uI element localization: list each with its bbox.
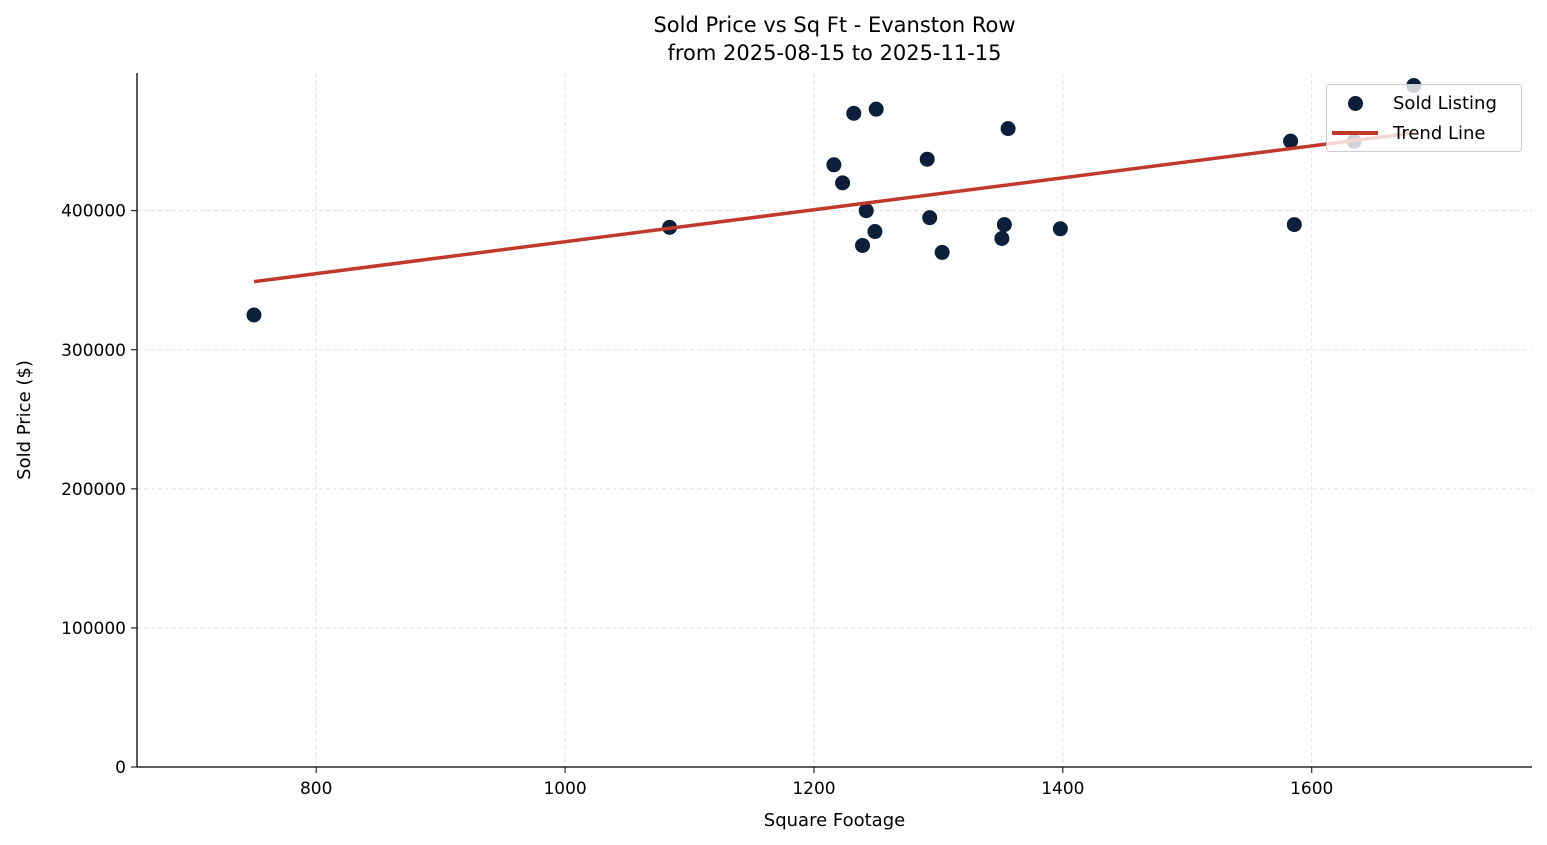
data-point bbox=[835, 175, 851, 191]
x-tick-label: 1600 bbox=[1290, 779, 1333, 799]
y-tick-label: 400000 bbox=[61, 202, 126, 222]
y-axis-label: Sold Price ($) bbox=[14, 360, 35, 480]
data-point bbox=[868, 101, 884, 117]
x-axis-label: Square Footage bbox=[764, 810, 905, 831]
data-point bbox=[1286, 217, 1302, 233]
data-point bbox=[846, 105, 862, 121]
y-tick-label: 300000 bbox=[61, 341, 126, 361]
data-point bbox=[826, 157, 842, 173]
chart-subtitle: from 2025-08-15 to 2025-11-15 bbox=[667, 41, 1002, 65]
x-tick-label: 1000 bbox=[543, 779, 586, 799]
x-tick-label: 1200 bbox=[792, 779, 835, 799]
data-point bbox=[246, 307, 262, 323]
y-tick-label: 100000 bbox=[61, 619, 126, 639]
trend-line bbox=[253, 131, 1415, 284]
x-tick-label: 800 bbox=[300, 779, 332, 799]
legend-item-trend-line: Trend Line bbox=[1327, 120, 1486, 146]
data-point bbox=[1052, 221, 1068, 237]
legend-label: Sold Listing bbox=[1393, 92, 1497, 114]
chart-title: Sold Price vs Sq Ft - Evanston Row bbox=[653, 13, 1016, 37]
legend-label: Trend Line bbox=[1393, 122, 1486, 144]
data-point bbox=[994, 231, 1010, 247]
legend-item-sold-listing: Sold Listing bbox=[1327, 90, 1497, 116]
y-tick-label: 200000 bbox=[61, 480, 126, 500]
data-point bbox=[858, 203, 874, 219]
data-point bbox=[867, 224, 883, 240]
data-point bbox=[1000, 121, 1016, 137]
data-point bbox=[1283, 133, 1299, 149]
legend: Sold Listing Trend Line bbox=[1326, 84, 1522, 152]
data-point bbox=[922, 210, 938, 226]
data-point bbox=[934, 244, 950, 260]
legend-line-marker bbox=[1332, 131, 1378, 135]
y-tick-label: 0 bbox=[115, 758, 126, 778]
data-point bbox=[854, 237, 870, 253]
data-point bbox=[996, 217, 1012, 233]
x-tick-label: 1400 bbox=[1041, 779, 1084, 799]
data-point bbox=[919, 151, 935, 167]
legend-dot-marker bbox=[1347, 95, 1363, 111]
